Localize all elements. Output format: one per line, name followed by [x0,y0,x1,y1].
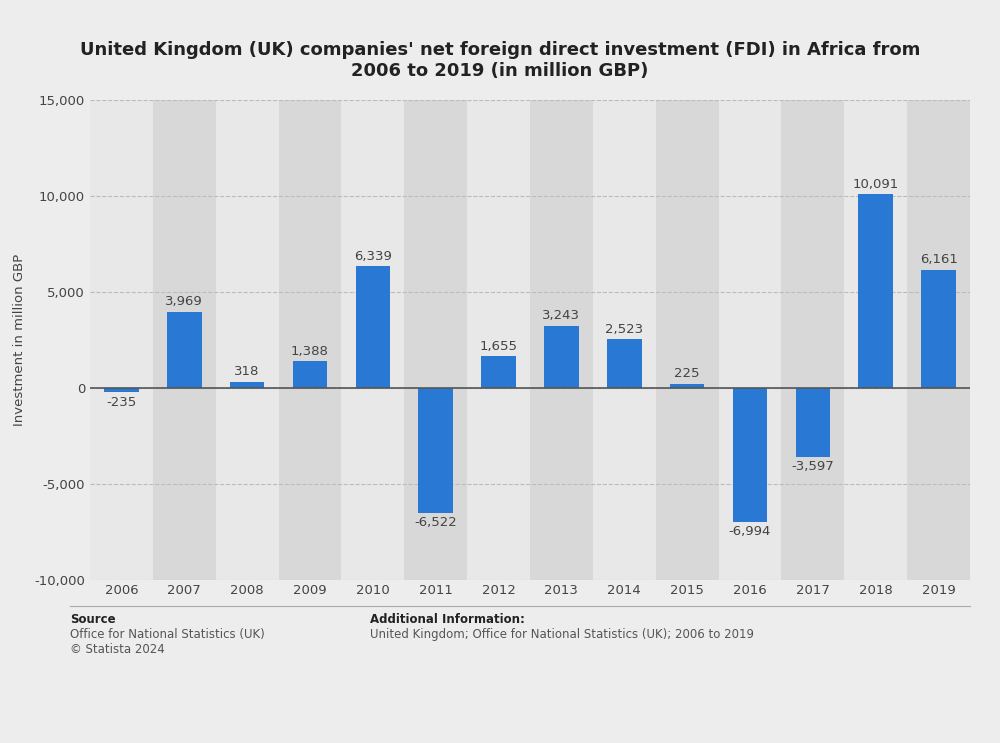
Text: Additional Information:: Additional Information: [370,613,525,626]
Text: United Kingdom; Office for National Statistics (UK); 2006 to 2019: United Kingdom; Office for National Stat… [370,628,754,640]
Text: 3,243: 3,243 [542,309,580,322]
Bar [293,361,327,388]
Bar [719,100,781,580]
Text: 225: 225 [674,367,700,380]
Text: 1,655: 1,655 [480,340,518,353]
Bar [230,382,264,388]
Bar [796,388,830,457]
Text: -6,522: -6,522 [414,516,457,529]
Bar [844,100,907,580]
Bar [279,100,341,580]
Text: Office for National Statistics (UK)
© Statista 2024: Office for National Statistics (UK) © St… [70,628,265,656]
Bar [907,100,970,580]
Text: United Kingdom (UK) companies' net foreign direct investment (FDI) in Africa fro: United Kingdom (UK) companies' net forei… [80,41,920,80]
Bar [593,100,656,580]
Text: -6,994: -6,994 [729,525,771,539]
Bar [104,388,139,392]
Text: 6,161: 6,161 [920,253,958,266]
Bar [167,312,202,388]
Text: 3,969: 3,969 [165,295,203,308]
Bar [921,270,956,388]
Bar [418,388,453,513]
Bar [153,100,216,580]
Bar [356,266,390,388]
Bar [90,100,153,580]
Text: -235: -235 [106,396,137,409]
Bar [404,100,467,580]
Text: Source: Source [70,613,116,626]
Bar [607,340,642,388]
Bar [544,325,579,388]
Bar [656,100,719,580]
Text: 6,339: 6,339 [354,250,392,263]
Bar [858,195,893,388]
Text: -3,597: -3,597 [791,460,834,473]
Text: 318: 318 [234,366,260,378]
Bar [481,356,516,388]
Bar [216,100,279,580]
Bar [733,388,767,522]
Y-axis label: Investment in million GBP: Investment in million GBP [13,254,26,426]
Bar [341,100,404,580]
Text: 1,388: 1,388 [291,345,329,358]
Bar [781,100,844,580]
Bar [467,100,530,580]
Bar [670,383,704,388]
Text: 2,523: 2,523 [605,323,643,336]
Bar [530,100,593,580]
Text: 10,091: 10,091 [853,178,899,191]
